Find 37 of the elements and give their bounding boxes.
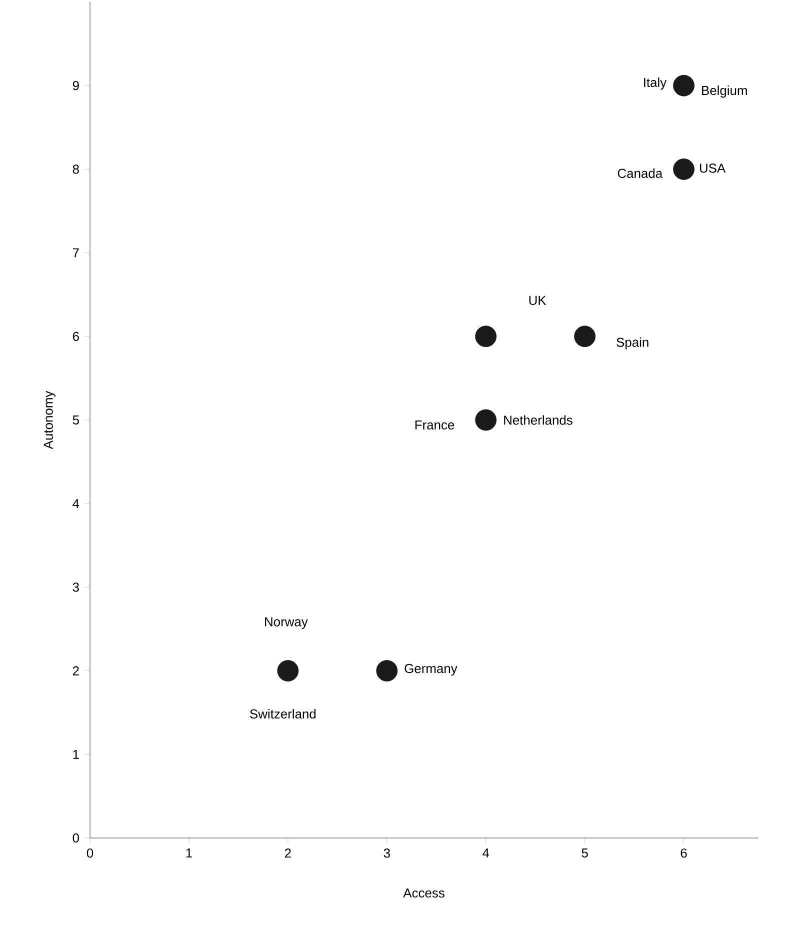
annotation: Italy <box>644 78 667 90</box>
x-tick-label: 6 <box>680 848 687 858</box>
point <box>475 326 497 348</box>
annotation: Belgium <box>702 86 747 98</box>
point <box>673 158 694 180</box>
x-tick-label: 4 <box>482 848 490 858</box>
y-tick-label: 5 <box>72 415 79 425</box>
y-tick-label: 6 <box>72 332 79 341</box>
annotation: Germany <box>404 664 458 676</box>
x-axis-title: Access <box>403 888 444 898</box>
annotation: Netherlands <box>504 415 572 425</box>
point <box>475 409 497 431</box>
x-tick-label: 1 <box>186 848 192 858</box>
annotation: Spain <box>616 337 648 350</box>
annotation: UK <box>529 296 546 305</box>
x-tick-label: 0 <box>86 848 94 858</box>
annotation: Norway <box>265 617 308 629</box>
y-tick-label: 3 <box>72 582 79 592</box>
annotation: USA <box>700 164 726 173</box>
y-tick-label: 1 <box>73 750 79 759</box>
annotation: Switzerland <box>250 709 316 719</box>
y-tick-label: 4 <box>72 499 80 508</box>
point <box>673 74 694 96</box>
point <box>277 660 299 682</box>
x-tick-label: 5 <box>582 848 588 858</box>
y-tick-label: 7 <box>72 248 79 258</box>
annotation: France <box>415 420 454 430</box>
x-tick-label: 2 <box>284 848 291 858</box>
x-tick-label: 3 <box>384 848 390 858</box>
y-tick-label: 2 <box>72 666 79 676</box>
y-axis-title: Autonomy <box>44 390 56 450</box>
y-tick-label: 9 <box>72 81 79 90</box>
annotation: Canada <box>618 168 663 178</box>
y-tick-label: 0 <box>72 833 79 843</box>
point <box>376 660 398 682</box>
y-tick-label: 8 <box>72 164 79 174</box>
point <box>574 326 596 348</box>
